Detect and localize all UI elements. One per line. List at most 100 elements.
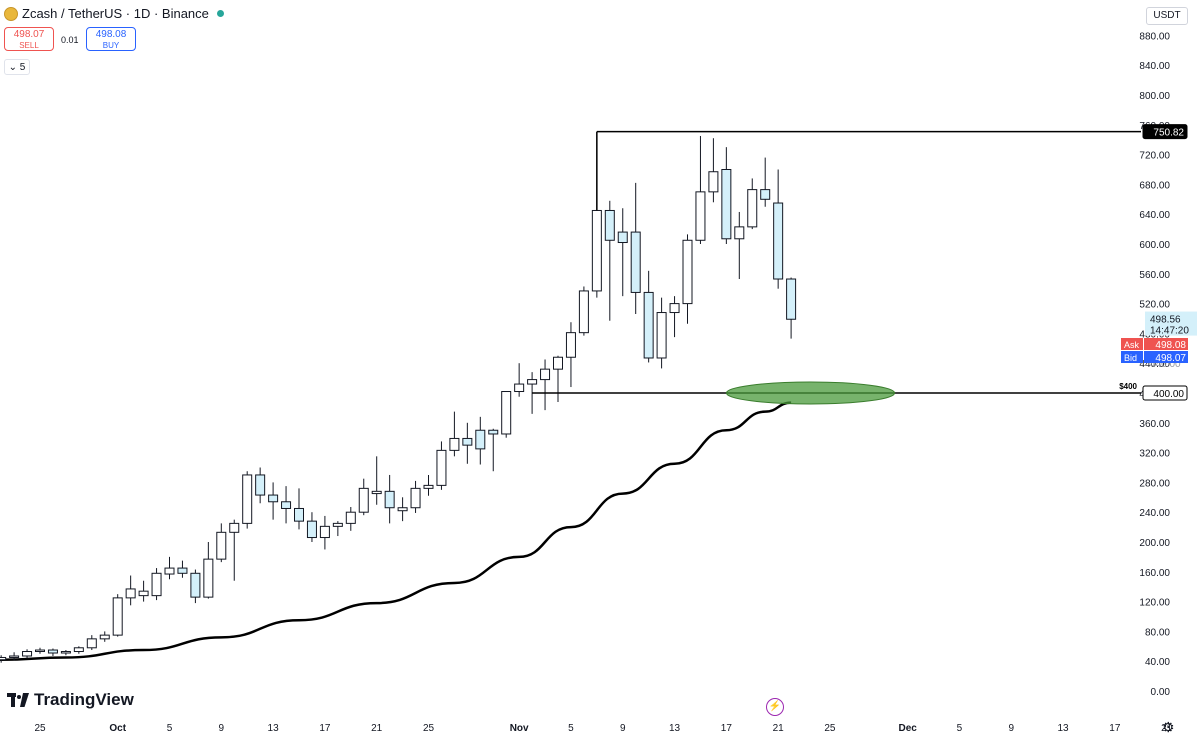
- candle-body: [617, 231, 628, 244]
- candle-body: [488, 429, 499, 435]
- sell-label: SELL: [19, 41, 39, 50]
- lightning-icon[interactable]: ⚡: [766, 698, 784, 716]
- buy-price: 498.08: [95, 29, 127, 40]
- candle-body: [540, 368, 551, 381]
- y-tick-label: 80.00: [1145, 627, 1170, 638]
- level-price-label-bg: [1142, 385, 1188, 401]
- bid-tag-bg: [1121, 351, 1143, 363]
- candle-body: [125, 588, 136, 599]
- level-text: $400: [1119, 382, 1137, 391]
- y-tick-label: 560.00: [1139, 270, 1170, 281]
- candle-body: [773, 202, 784, 280]
- candle-body: [695, 191, 706, 241]
- candle-body: [99, 634, 110, 640]
- support-zone-ellipse: [725, 381, 896, 405]
- candle-body: [449, 437, 460, 451]
- candle-body: [384, 490, 395, 509]
- candle-body: [708, 171, 719, 193]
- candle-body: [0, 656, 7, 661]
- candle-body: [255, 474, 266, 496]
- y-tick-label: 880.00: [1139, 31, 1170, 42]
- candle-body: [190, 572, 201, 598]
- y-tick-label: 440.00: [1150, 359, 1181, 370]
- candle-body: [242, 474, 253, 524]
- y-tick-label: 200.00: [1139, 538, 1170, 549]
- tradingview-logo[interactable]: TradingView: [7, 690, 134, 710]
- candle-body: [371, 490, 382, 495]
- last-price: 498.56: [1150, 315, 1181, 326]
- candle-body: [306, 520, 317, 539]
- symbol-header[interactable]: Zcash / TetherUS · 1D · Binance: [4, 6, 224, 21]
- candle-body: [591, 209, 602, 292]
- candle-body: [760, 189, 771, 200]
- candle-body: [410, 487, 421, 509]
- x-tick-label: 9: [1008, 723, 1014, 734]
- y-tick-label: 0.00: [1151, 687, 1171, 698]
- y-tick-label: 600.00: [1139, 240, 1170, 251]
- bid-tag: Bid: [1124, 353, 1137, 363]
- y-tick-label: 280.00: [1139, 478, 1170, 489]
- candle-body: [475, 429, 486, 450]
- countdown: 14:47:20: [1150, 326, 1189, 337]
- x-tick-label: Nov: [510, 723, 529, 734]
- level-price-label-bg: [1142, 124, 1188, 140]
- ask-price: 498.08: [1155, 340, 1186, 351]
- candle-body: [281, 501, 292, 509]
- sell-button[interactable]: 498.07 SELL: [4, 27, 54, 51]
- candle-body: [216, 531, 227, 560]
- x-tick-label: 25: [824, 723, 836, 734]
- x-tick-label: Dec: [898, 723, 917, 734]
- candle-body: [73, 647, 84, 653]
- symbol-title: Zcash / TetherUS · 1D · Binance: [22, 6, 209, 21]
- y-tick-label: 320.00: [1139, 449, 1170, 460]
- y-tick-label: 520.00: [1139, 300, 1170, 311]
- y-tick-label: 720.00: [1139, 151, 1170, 162]
- spread-value: 0.01: [61, 35, 79, 45]
- candle-body: [151, 572, 162, 597]
- x-tick-label: 13: [1057, 723, 1069, 734]
- x-tick-label: 5: [167, 723, 173, 734]
- candle-body: [747, 189, 758, 228]
- y-tick-label: 40.00: [1145, 657, 1170, 668]
- candle-body: [9, 655, 20, 658]
- candle-body: [268, 494, 279, 503]
- candle-body: [682, 239, 693, 305]
- candle-body: [112, 597, 123, 636]
- indicator-count: 5: [19, 62, 26, 73]
- price-scale: [1141, 0, 1200, 734]
- x-tick-label: 9: [620, 723, 626, 734]
- y-tick-label: 240.00: [1139, 508, 1170, 519]
- x-tick-label: Oct: [109, 723, 126, 734]
- candle-body: [345, 511, 356, 524]
- currency-selector[interactable]: USDT: [1146, 7, 1188, 25]
- ask-tag-bg: [1121, 338, 1143, 350]
- y-tick-label: 640.00: [1139, 210, 1170, 221]
- x-tick-label: 5: [568, 723, 574, 734]
- gear-icon[interactable]: ⚙: [1162, 719, 1175, 735]
- y-tick-label: 120.00: [1139, 598, 1170, 609]
- candle-body: [669, 303, 680, 314]
- x-tick-label: 21: [371, 723, 383, 734]
- candle-body: [60, 651, 71, 654]
- x-tick-label: 21: [1161, 723, 1173, 734]
- candle-body: [203, 558, 214, 598]
- y-tick-label: 360.00: [1139, 419, 1170, 430]
- moving-average-line: [0, 401, 792, 661]
- candle-body: [397, 507, 408, 512]
- candle-body: [423, 484, 434, 489]
- chevron-down-icon: ⌄: [8, 62, 18, 73]
- candle-body: [22, 651, 33, 657]
- buy-button[interactable]: 498.08 BUY: [86, 27, 136, 51]
- candle-body: [630, 231, 641, 293]
- indicators-toggle[interactable]: ⌄ 5: [4, 59, 30, 75]
- candle-body: [86, 638, 97, 649]
- candle-body: [786, 278, 797, 320]
- x-tick-label: 13: [669, 723, 681, 734]
- y-tick-label: 800.00: [1139, 91, 1170, 102]
- candle-body: [358, 487, 369, 513]
- bid-price-bg: [1144, 351, 1188, 363]
- y-tick-label: 160.00: [1139, 568, 1170, 579]
- candle-body: [436, 449, 447, 486]
- candle-body: [462, 437, 473, 446]
